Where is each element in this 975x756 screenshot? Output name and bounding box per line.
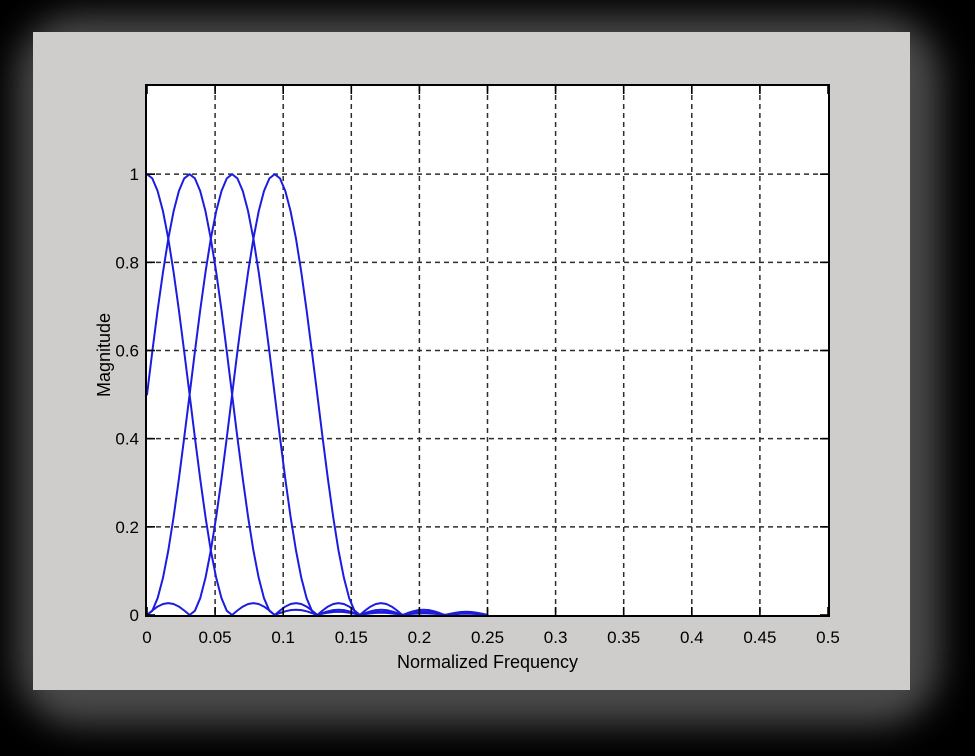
x-tick-label: 0.3 [544, 628, 568, 647]
axes-frame [145, 84, 830, 617]
y-tick-label: 0.4 [115, 430, 139, 449]
y-tick-label: 1 [130, 165, 139, 184]
y-tick-label: 0.8 [115, 253, 139, 272]
x-tick-label: 0.25 [471, 628, 504, 647]
x-axis-title: Normalized Frequency [396, 652, 579, 672]
x-tick-label: 0.1 [271, 628, 295, 647]
y-tick-label: 0.6 [115, 342, 139, 361]
x-tick-label: 0.35 [607, 628, 640, 647]
y-tick-label: 0 [130, 606, 139, 625]
x-tick-label: 0.05 [199, 628, 232, 647]
figure-window: 0 0.05 0.1 0.15 0.2 0.25 0.3 0.35 0.4 0.45 0.5 0 0.2… [33, 32, 910, 690]
y-tick-label: 0.2 [115, 518, 139, 537]
x-tick-label: 0.2 [408, 628, 432, 647]
x-tick-label: 0.45 [743, 628, 776, 647]
x-tick-label: 0.4 [680, 628, 704, 647]
magnitude-response-plot: 0 0.05 0.1 0.15 0.2 0.25 0.3 0.35 0.4 0.45 0.5 0 0.2… [115, 84, 840, 647]
response-curve-band-4-center-0.1875 [146, 173, 489, 616]
y-axis-title: Magnitude [94, 312, 114, 398]
x-tick-label: 0 [142, 628, 151, 647]
x-tick-label: 0.5 [816, 628, 840, 647]
x-tick-label: 0.15 [335, 628, 368, 647]
